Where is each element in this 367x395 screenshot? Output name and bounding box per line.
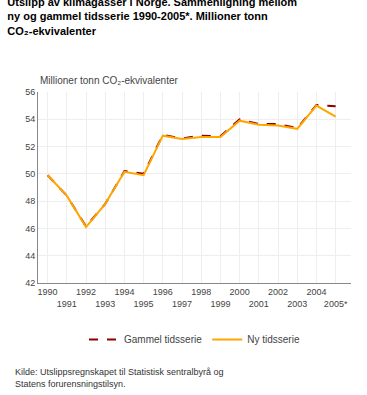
svg-text:1994: 1994 xyxy=(114,287,134,297)
svg-text:2005*: 2005* xyxy=(324,299,348,309)
svg-text:2003: 2003 xyxy=(287,299,307,309)
svg-text:1993: 1993 xyxy=(95,299,115,309)
svg-text:46: 46 xyxy=(25,224,35,234)
svg-text:1997: 1997 xyxy=(172,299,192,309)
svg-text:2001: 2001 xyxy=(249,299,269,309)
svg-text:50: 50 xyxy=(25,169,35,179)
svg-text:Gammel tidsserie: Gammel tidsserie xyxy=(124,334,202,345)
svg-text:1998: 1998 xyxy=(191,287,211,297)
svg-text:2004: 2004 xyxy=(306,287,326,297)
svg-text:48: 48 xyxy=(25,196,35,206)
svg-text:1999: 1999 xyxy=(210,299,230,309)
svg-text:44: 44 xyxy=(25,251,35,261)
svg-text:56: 56 xyxy=(25,87,35,97)
svg-text:1992: 1992 xyxy=(76,287,96,297)
svg-text:Kilde: Utslippsregnskapet til: Kilde: Utslippsregnskapet til Statistisk… xyxy=(15,367,224,389)
svg-text:1995: 1995 xyxy=(134,299,154,309)
svg-text:Millioner tonn CO₂-ekvivalente: Millioner tonn CO₂-ekvivalenter xyxy=(40,75,178,86)
svg-text:1991: 1991 xyxy=(57,299,77,309)
svg-text:Utslipp av klimagasser i Norge: Utslipp av klimagasser i Norge. Sammenli… xyxy=(7,0,297,37)
svg-text:42: 42 xyxy=(25,278,35,288)
svg-text:52: 52 xyxy=(25,142,35,152)
svg-text:Ny tidsserie: Ny tidsserie xyxy=(247,334,300,345)
svg-text:2002: 2002 xyxy=(268,287,288,297)
svg-text:54: 54 xyxy=(25,114,35,124)
svg-text:2000: 2000 xyxy=(230,287,250,297)
svg-text:1996: 1996 xyxy=(153,287,173,297)
svg-text:1990: 1990 xyxy=(38,287,58,297)
